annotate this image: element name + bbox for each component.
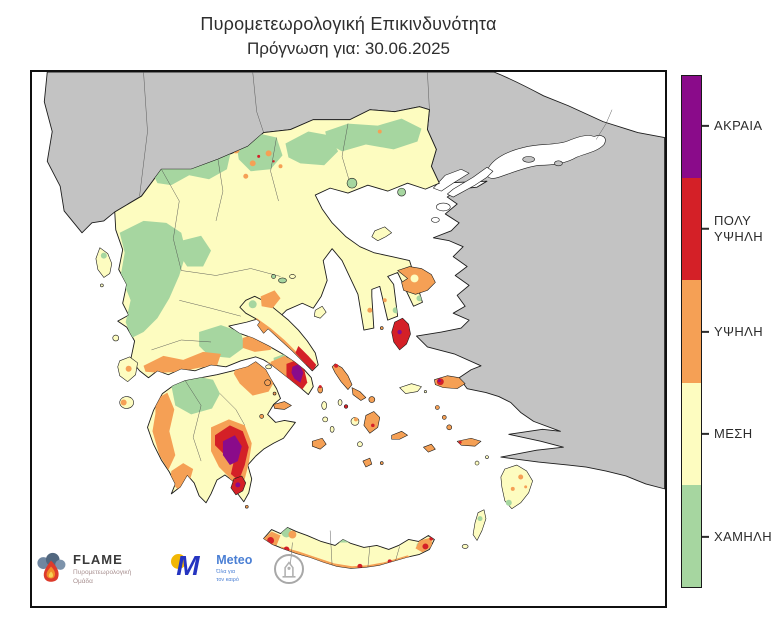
flame-cloud-icon [37,553,66,583]
legend-tick [702,330,709,333]
flame-logo-name: FLAME [73,552,123,567]
legend-segment [682,178,701,281]
country-border [427,72,430,110]
country-border [139,72,148,197]
logo-strip: FLAME Πυρομετεωρολογική Ομάδα M Meteo Όλ… [34,550,305,587]
legend-labels: ΑΚΡΑΙΑ ΠΟΛΥ ΥΨΗΛΗ ΥΨΗΛΗ ΜΕΣΗ ΧΑΜΗΛΗ [702,75,782,588]
meteo-logo-name: Meteo [216,553,253,568]
marmara-island [554,160,563,167]
legend-label-text: ΠΟΛΥ ΥΨΗΛΗ [714,212,763,244]
legend-segment [682,484,701,588]
saros-gulf [433,168,470,192]
flame-logo-subtitle-2: Ομάδα [73,577,93,585]
thasos-island [346,177,358,189]
meteo-logo: M Meteo Όλα για τον καιρό [171,550,253,586]
skopelos-island [278,277,287,284]
marmara-island [522,156,535,163]
syros-island [337,399,343,406]
anafi-island [379,461,384,465]
map-title: Πυρομετεωρολογική Επικινδυνότητα [200,14,497,34]
tilos-island [474,460,480,466]
ios-island [357,441,363,447]
hydra-island [273,401,292,410]
meteo-m-icon: M [171,550,213,586]
legend-label: ΑΚΡΑΙΑ [702,118,778,134]
psara-island [379,326,384,330]
legend-label: ΠΟΛΥ ΥΨΗΛΗ [702,213,778,246]
legend-label-text: ΜΕΣΗ [714,425,753,441]
flame-logo-subtitle-1: Πυρομετεωρολογική [73,569,132,576]
kalymnos-island [446,424,453,431]
forecast-date: Πρόγνωση για: 30.06.2025 [247,39,450,58]
legend-label: ΜΕΣΗ [702,426,778,442]
chios-island [391,317,411,351]
alonissos-island [289,274,296,279]
corfu-island [95,247,113,278]
andros-island [331,363,353,390]
observatory-building-icon [282,561,296,578]
legend-segment [682,382,701,485]
prefecture-borders [151,123,400,568]
legend-tick [702,227,709,230]
mykonos-island [368,396,376,403]
paxi-island [100,283,104,288]
islet [343,404,349,409]
naxos-island [363,411,381,434]
sea-of-marmara [486,135,606,179]
page-title: Πυρομετεωρολογική Επικινδυνότητα Πρόγνωσ… [30,14,667,59]
sifnos-island [329,426,335,433]
legend-tick [702,535,709,538]
ikaria-island [399,383,422,394]
salamina-island [265,364,272,370]
kasos-island [461,544,469,549]
bozcaada-island [431,217,440,223]
flame-logo: FLAME Πυρομετεωρολογική Ομάδα [34,552,131,587]
amorgos-island [391,431,408,440]
gokceada-island [436,202,451,212]
legend-bar [681,75,702,588]
santorini-island [362,457,373,468]
skyros-island [313,305,327,319]
dardanelles-strait [446,166,494,198]
antikythera-island [244,504,249,509]
legend-label-text: ΧΑΜΗΛΗ [714,528,773,544]
rhodes-island [500,464,533,510]
legend-segment [682,280,701,383]
limnos-island [371,226,392,242]
mainland-greece [114,106,440,396]
patmos-island [435,405,440,410]
greece-fire-risk-map [32,72,665,606]
spetses-island [259,414,264,419]
meteo-tagline-1: Όλα για [216,569,236,576]
skiathos-island [271,274,276,279]
legend-tick [702,433,709,436]
meteo-tagline-2: τον καιρό [216,577,239,583]
lefkada-island [112,334,120,342]
islands [95,177,533,549]
country-border [252,72,264,133]
karpathos-island [472,509,487,541]
observatory-seal-logo [274,554,305,584]
tinos-island [351,387,367,401]
symi-island [485,455,489,459]
poros-island [272,391,277,396]
astypalea-island [423,443,436,453]
legend-label: ΥΨΗΛΗ [702,323,778,339]
legend-tick [702,125,709,128]
milos-island [311,437,327,450]
samothrace-island [397,187,406,197]
aegina-island [264,379,271,386]
legend-segment [682,76,701,179]
map-frame: FLAME Πυρομετεωρολογική Ομάδα M Meteo Όλ… [30,70,667,608]
legend-label-text: ΥΨΗΛΗ [714,323,763,339]
kythnos-island [321,401,327,410]
legend-label-text: ΑΚΡΑΙΑ [714,118,763,134]
leros-island [441,415,447,420]
bosphorus-strait [595,109,613,140]
fournoi-island [423,390,427,394]
legend-label: ΧΑΜΗΛΗ [702,529,778,545]
serifos-island [322,416,328,423]
kos-island [456,437,482,447]
